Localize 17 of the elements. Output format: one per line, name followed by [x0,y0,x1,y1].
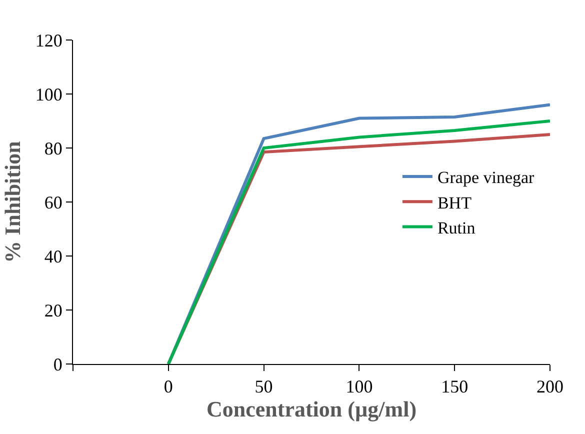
y-tick-label: 60 [44,192,62,212]
y-tick-label: 0 [53,354,62,374]
legend-label: BHT [437,193,472,212]
x-tick-label: 100 [346,376,373,397]
y-tick-label: 80 [44,138,62,158]
y-tick-label: 20 [44,300,62,320]
y-tick-label: 100 [35,84,62,104]
x-tick-label: 0 [164,376,173,397]
y-tick-label: 120 [35,30,62,50]
y-axis-title: % Inhibition [0,141,26,263]
legend-label: Grape vinegar [437,168,535,188]
x-axis-title: Concentration (µg/ml) [206,396,417,422]
legend-label: Rutin [437,218,476,238]
x-tick-label: 50 [254,376,273,397]
x-tick-label: 200 [536,376,564,397]
y-tick-label: 40 [44,246,62,266]
x-tick-label: 150 [441,376,468,397]
